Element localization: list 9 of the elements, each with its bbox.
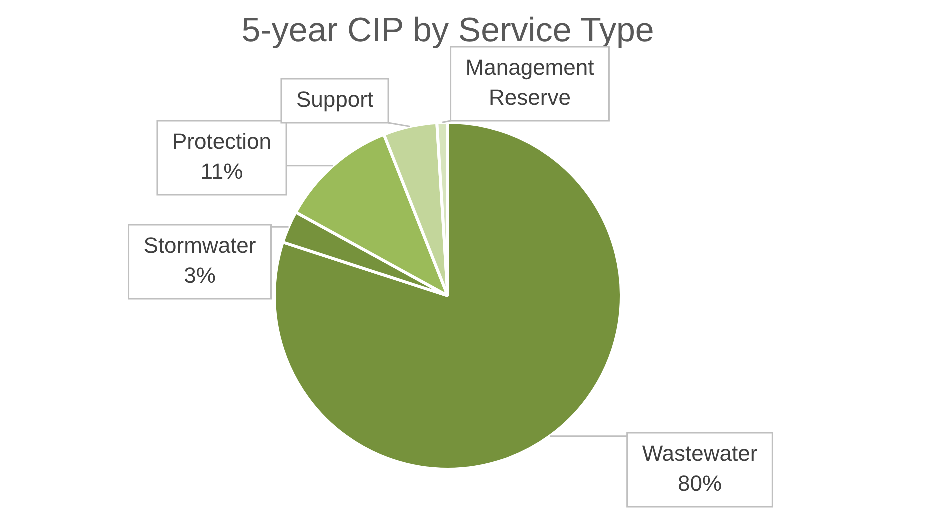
data-label: 11% [200, 159, 244, 184]
slice-label: Protection [172, 129, 272, 154]
chart-title: 5-year CIP by Service Type [242, 11, 654, 50]
data-label: 3% [184, 263, 216, 288]
data-label: 80% [678, 471, 722, 496]
slice-label: Support [296, 87, 374, 112]
slice-label: Wastewater [642, 441, 758, 466]
slice-label: Management Reserve [466, 55, 594, 110]
slice-label: Stormwater [144, 233, 256, 258]
